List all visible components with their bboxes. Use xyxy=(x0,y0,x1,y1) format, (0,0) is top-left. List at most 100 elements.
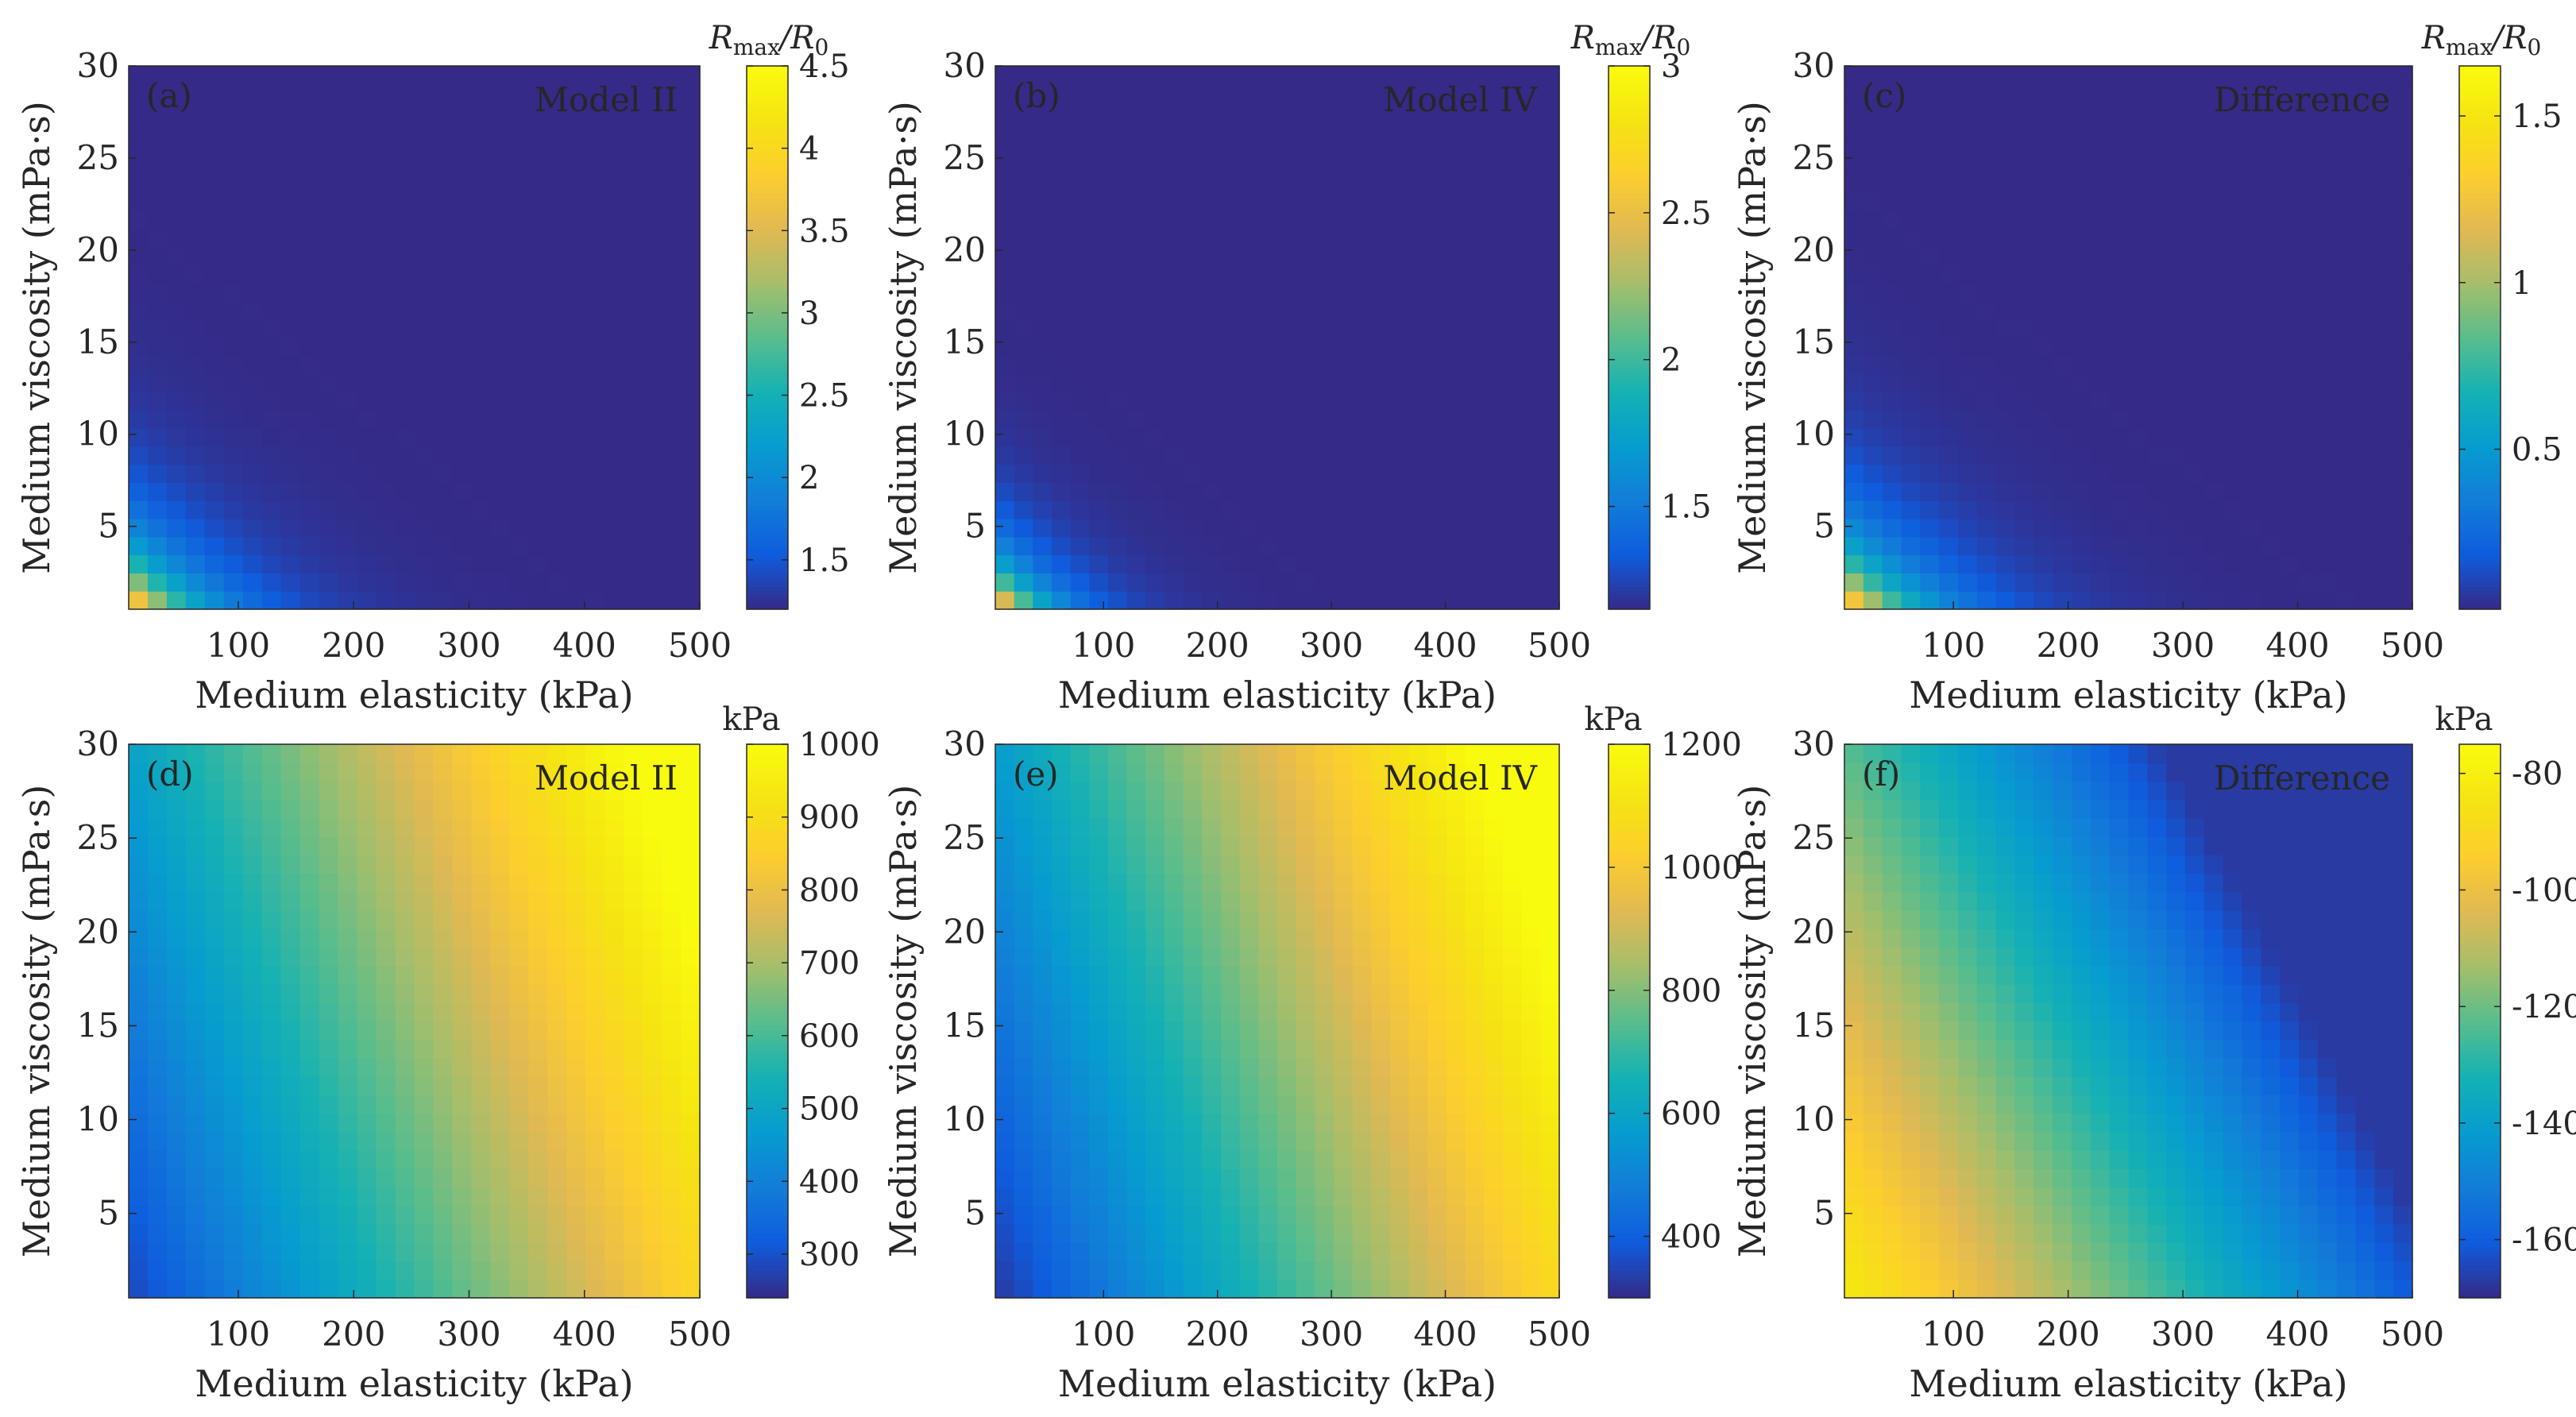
heatmap-cells xyxy=(995,744,1560,1299)
heatmap-cell xyxy=(1408,763,1428,782)
heatmap-cell xyxy=(528,338,548,357)
heatmap-cell xyxy=(1371,247,1391,266)
heatmap-cell xyxy=(166,817,187,837)
heatmap-cell xyxy=(1315,138,1334,157)
heatmap-cell xyxy=(1089,83,1109,103)
colorbar-band xyxy=(747,369,788,375)
heatmap-cell xyxy=(1427,1242,1447,1262)
heatmap-cell xyxy=(2242,464,2261,483)
heatmap-cell xyxy=(643,817,662,837)
heatmap-cell xyxy=(2242,554,2261,573)
heatmap-cell xyxy=(995,1224,1015,1243)
heatmap-cell xyxy=(2261,229,2281,248)
heatmap-cell xyxy=(166,1057,187,1077)
heatmap-cell xyxy=(1164,482,1184,501)
heatmap-cell xyxy=(1315,1131,1334,1151)
heatmap-cell xyxy=(1427,338,1447,357)
heatmap-cell xyxy=(1239,554,1259,573)
heatmap-cell xyxy=(1334,229,1354,248)
heatmap-cell xyxy=(1221,817,1241,837)
heatmap-cell xyxy=(1277,319,1297,338)
heatmap-cell xyxy=(490,66,510,85)
heatmap-cell xyxy=(604,500,624,519)
heatmap-cell xyxy=(433,763,454,782)
heatmap-cell xyxy=(471,536,491,556)
heatmap-cell xyxy=(1844,482,1864,501)
heatmap-cell xyxy=(585,83,605,103)
heatmap-cell xyxy=(1465,464,1485,483)
heatmap-cell xyxy=(280,428,301,447)
heatmap-cell xyxy=(357,1002,377,1022)
heatmap-cell xyxy=(2147,554,2167,573)
heatmap-cell xyxy=(129,428,149,447)
heatmap-cell xyxy=(566,264,586,284)
heatmap-cell xyxy=(547,338,567,357)
heatmap-cell xyxy=(2090,66,2111,85)
heatmap-cell xyxy=(2166,446,2186,465)
heatmap-cell xyxy=(242,66,263,85)
heatmap-cell xyxy=(528,174,548,194)
heatmap-cell xyxy=(338,1205,358,1225)
heatmap-cell xyxy=(995,102,1015,121)
heatmap-cell xyxy=(2147,192,2167,211)
colorbar-band xyxy=(747,914,788,921)
heatmap-cell xyxy=(1334,1168,1354,1188)
heatmap-cell xyxy=(1033,1131,1052,1151)
heatmap-cell xyxy=(242,120,263,139)
heatmap-cell xyxy=(1183,156,1203,176)
heatmap-cell xyxy=(681,120,701,139)
colorbar-band xyxy=(747,855,788,860)
heatmap-cell xyxy=(1145,1187,1165,1207)
heatmap-cell xyxy=(1521,247,1541,266)
heatmap-cell xyxy=(681,373,701,392)
heatmap-cell xyxy=(166,1205,187,1225)
heatmap-cell xyxy=(2090,156,2111,176)
heatmap-cell xyxy=(1352,1095,1372,1114)
heatmap-cell xyxy=(1844,247,1864,266)
heatmap-cell xyxy=(1334,464,1354,483)
heatmap-cell xyxy=(147,1002,168,1022)
heatmap-cell xyxy=(509,1279,529,1299)
heatmap-cell xyxy=(147,891,168,911)
heatmap-cell xyxy=(681,781,701,801)
heatmap-cell xyxy=(147,1131,168,1151)
colorbar-band xyxy=(747,970,788,976)
heatmap-cell xyxy=(1089,410,1109,429)
heatmap-cell xyxy=(624,373,643,392)
heatmap-cell xyxy=(509,744,529,763)
heatmap-cell xyxy=(662,1021,682,1041)
heatmap-cell xyxy=(1296,1021,1315,1041)
heatmap-cell xyxy=(1108,283,1128,302)
heatmap-cell xyxy=(1976,373,1997,392)
heatmap-cell xyxy=(1390,66,1410,85)
colorbar-band xyxy=(747,896,788,902)
heatmap-cell xyxy=(1296,446,1315,465)
heatmap-cell xyxy=(1164,428,1184,447)
heatmap-cell xyxy=(1408,83,1428,103)
colorbar-band xyxy=(1609,365,1650,370)
heatmap-cell xyxy=(1126,910,1146,929)
heatmap-cell xyxy=(604,1113,624,1133)
heatmap-cell xyxy=(471,83,491,103)
heatmap-cell xyxy=(2090,373,2111,392)
heatmap-cell xyxy=(319,319,339,338)
heatmap-cell xyxy=(509,229,529,248)
heatmap-cell xyxy=(1277,744,1297,763)
heatmap-cell xyxy=(204,1113,225,1133)
heatmap-cell xyxy=(1258,392,1278,411)
heatmap-cell xyxy=(681,1205,701,1225)
heatmap-cell xyxy=(643,174,662,194)
heatmap-cell xyxy=(299,138,320,157)
colorbar-band xyxy=(2459,554,2501,560)
heatmap-cell xyxy=(1503,428,1523,447)
x-axis-label: Medium elasticity (kPa) xyxy=(1058,674,1497,716)
heatmap-cell xyxy=(1334,1095,1354,1114)
heatmap-cell xyxy=(433,301,454,320)
heatmap-cell xyxy=(357,102,377,121)
heatmap-cell xyxy=(414,947,434,967)
heatmap-cell xyxy=(1014,536,1033,556)
colorbar-band xyxy=(2459,469,2501,474)
heatmap-cell xyxy=(1014,428,1033,447)
heatmap-cell xyxy=(681,984,701,1003)
colorbar-band xyxy=(747,1164,788,1169)
